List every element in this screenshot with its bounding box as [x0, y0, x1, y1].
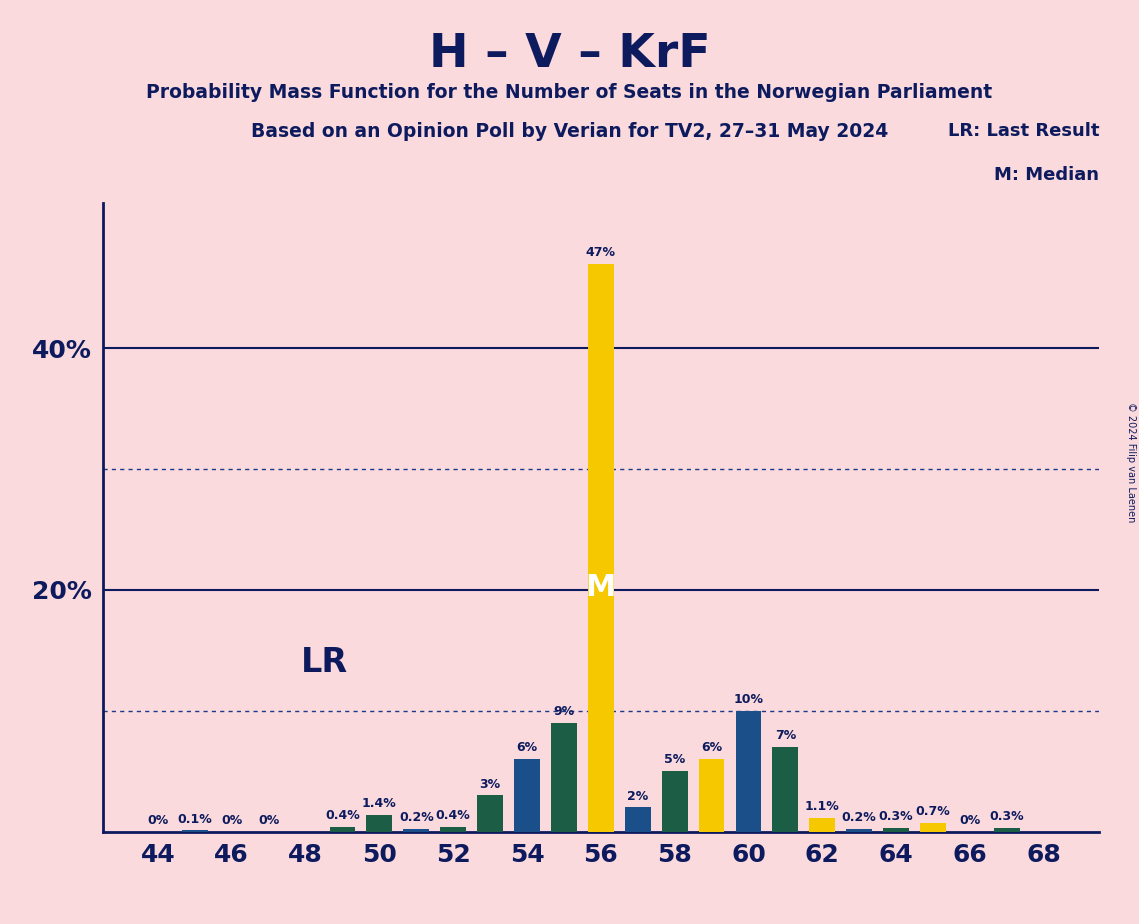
- Bar: [403, 829, 429, 832]
- Text: 1.1%: 1.1%: [805, 800, 839, 813]
- Bar: [367, 815, 392, 832]
- Bar: [588, 263, 614, 832]
- Text: Based on an Opinion Poll by Verian for TV2, 27–31 May 2024: Based on an Opinion Poll by Verian for T…: [251, 122, 888, 141]
- Text: 0.4%: 0.4%: [325, 808, 360, 822]
- Text: 3%: 3%: [480, 777, 501, 791]
- Text: M: M: [585, 573, 616, 602]
- Text: 0.2%: 0.2%: [842, 811, 877, 824]
- Bar: [662, 772, 688, 832]
- Text: © 2024 Filip van Laenen: © 2024 Filip van Laenen: [1126, 402, 1136, 522]
- Text: 0.3%: 0.3%: [990, 810, 1024, 823]
- Text: 6%: 6%: [516, 741, 538, 754]
- Bar: [736, 711, 761, 832]
- Bar: [514, 760, 540, 832]
- Text: 0.2%: 0.2%: [399, 811, 434, 824]
- Text: LR: LR: [301, 646, 347, 679]
- Text: Probability Mass Function for the Number of Seats in the Norwegian Parliament: Probability Mass Function for the Number…: [147, 83, 992, 103]
- Text: 9%: 9%: [554, 705, 574, 718]
- Text: 5%: 5%: [664, 753, 686, 766]
- Bar: [698, 760, 724, 832]
- Bar: [994, 828, 1019, 832]
- Bar: [329, 827, 355, 832]
- Text: 6%: 6%: [700, 741, 722, 754]
- Bar: [477, 796, 503, 832]
- Bar: [920, 823, 947, 832]
- Text: H – V – KrF: H – V – KrF: [428, 32, 711, 78]
- Text: M: Median: M: Median: [994, 165, 1099, 184]
- Text: 0%: 0%: [221, 814, 243, 827]
- Bar: [441, 827, 466, 832]
- Bar: [772, 747, 798, 832]
- Text: 1.4%: 1.4%: [362, 796, 396, 809]
- Text: 0%: 0%: [259, 814, 279, 827]
- Text: 0.4%: 0.4%: [436, 808, 470, 822]
- Bar: [846, 829, 872, 832]
- Text: 0%: 0%: [147, 814, 169, 827]
- Bar: [625, 808, 650, 832]
- Text: 0%: 0%: [959, 814, 981, 827]
- Text: 10%: 10%: [734, 693, 763, 706]
- Bar: [810, 819, 835, 832]
- Bar: [551, 723, 576, 832]
- Bar: [883, 828, 909, 832]
- Text: 0.3%: 0.3%: [879, 810, 913, 823]
- Text: 2%: 2%: [628, 790, 648, 803]
- Text: 7%: 7%: [775, 729, 796, 742]
- Text: 0.1%: 0.1%: [178, 812, 212, 825]
- Text: LR: Last Result: LR: Last Result: [948, 122, 1099, 140]
- Bar: [182, 831, 207, 832]
- Text: 0.7%: 0.7%: [916, 806, 950, 819]
- Text: 47%: 47%: [585, 246, 616, 259]
